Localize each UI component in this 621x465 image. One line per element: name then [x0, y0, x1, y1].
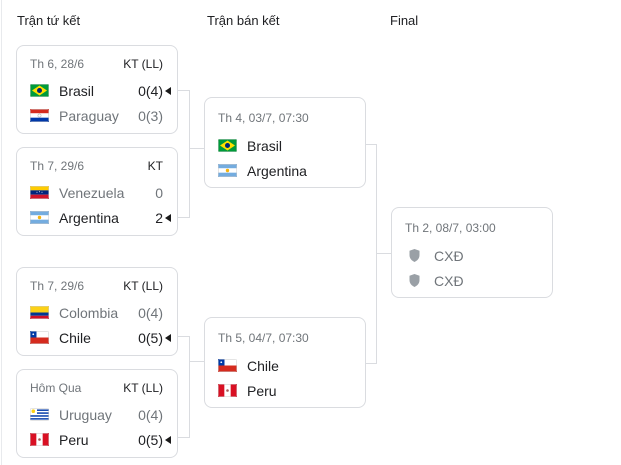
- team-score: 0(4): [138, 82, 163, 99]
- team-row-tbd-1: CXĐ: [405, 244, 546, 267]
- team-name: Peru: [247, 382, 277, 399]
- team-row-peru: Peru: [218, 379, 359, 402]
- match-date: Th 7, 29/6: [30, 159, 85, 173]
- connector-line: [189, 90, 190, 217]
- column-header-final: Final: [390, 13, 419, 28]
- winner-marker-icon: [165, 86, 171, 95]
- team-row-chile: Chile 0(5): [30, 326, 171, 349]
- match-card-qf2-venezuela-argentina[interactable]: Th 7, 29/6 KT Venezuela 0 Argentina 2: [16, 147, 178, 236]
- colombia-flag-icon: [30, 306, 49, 319]
- team-name: Argentina: [247, 162, 307, 179]
- team-row-brasil: Brasil 0(4): [30, 79, 171, 102]
- team-name: Paraguay: [59, 107, 119, 124]
- chile-flag-icon: [218, 359, 237, 372]
- uruguay-flag-icon: [30, 408, 49, 421]
- winner-marker-icon: [165, 435, 171, 444]
- match-card-qf4-uruguay-peru[interactable]: Hôm Qua KT (LL) Uruguay 0(4) Peru 0(5): [16, 369, 178, 458]
- match-card-qf3-colombia-chile[interactable]: Th 7, 29/6 KT (LL) Colombia 0(4) Chile 0…: [16, 267, 178, 356]
- match-status: KT (LL): [123, 279, 163, 293]
- team-score: 0(3): [138, 107, 163, 124]
- peru-flag-icon: [218, 384, 237, 397]
- argentina-flag-icon: [30, 211, 49, 224]
- match-date: Th 6, 28/6: [30, 57, 85, 71]
- team-score: 0(5): [138, 329, 163, 346]
- team-name: Peru: [59, 431, 89, 448]
- match-date: Th 2, 08/7, 03:00: [405, 221, 496, 235]
- match-date: Hôm Qua: [30, 381, 82, 395]
- team-row-argentina: Argentina 2: [30, 206, 171, 229]
- brasil-flag-icon: [218, 139, 237, 152]
- argentina-flag-icon: [218, 164, 237, 177]
- team-row-brasil: Brasil: [218, 134, 359, 157]
- match-card-qf1-brasil-paraguay[interactable]: Th 6, 28/6 KT (LL) Brasil 0(4) Paraguay …: [16, 45, 178, 134]
- match-date: Th 7, 29/6: [30, 279, 85, 293]
- team-score: 0(4): [138, 304, 163, 321]
- connector-line: [189, 336, 190, 437]
- team-score: 2: [155, 209, 163, 226]
- connector-line: [178, 336, 190, 337]
- team-name: Uruguay: [59, 406, 112, 423]
- connector-line: [376, 253, 391, 254]
- connector-line: [366, 363, 377, 364]
- team-row-colombia: Colombia 0(4): [30, 301, 171, 324]
- team-name: Brasil: [59, 82, 95, 99]
- team-name: CXĐ: [434, 247, 464, 264]
- team-row-paraguay: Paraguay 0(3): [30, 104, 171, 127]
- panel-left-divider: [1, 0, 2, 465]
- tbd-shield-icon: [405, 249, 424, 262]
- match-status: KT: [147, 159, 163, 173]
- connector-line: [178, 217, 190, 218]
- team-name: Chile: [59, 329, 91, 346]
- team-row-chile: Chile: [218, 354, 359, 377]
- connector-line: [178, 90, 190, 91]
- peru-flag-icon: [30, 433, 49, 446]
- team-score: 0(5): [138, 431, 163, 448]
- match-card-sf1-brasil-argentina[interactable]: Th 4, 03/7, 07:30 Brasil Argentina: [204, 97, 366, 188]
- team-row-venezuela: Venezuela 0: [30, 181, 171, 204]
- team-score: 0: [155, 184, 163, 201]
- venezuela-flag-icon: [30, 186, 49, 199]
- connector-line: [189, 361, 204, 362]
- winner-marker-icon: [165, 213, 171, 222]
- connector-line: [189, 148, 204, 149]
- team-name: Venezuela: [59, 184, 125, 201]
- team-name: Argentina: [59, 209, 119, 226]
- team-name: CXĐ: [434, 272, 464, 289]
- column-header-semifinals: Trận bán kết: [207, 13, 280, 28]
- match-date: Th 4, 03/7, 07:30: [218, 111, 309, 125]
- connector-line: [178, 437, 190, 438]
- team-row-argentina: Argentina: [218, 159, 359, 182]
- connector-line: [376, 144, 377, 363]
- team-score: 0(4): [138, 406, 163, 423]
- column-header-quarterfinals: Trận tứ kết: [17, 13, 81, 28]
- team-row-tbd-2: CXĐ: [405, 269, 546, 292]
- match-card-sf2-chile-peru[interactable]: Th 5, 04/7, 07:30 Chile Peru: [204, 317, 366, 408]
- team-name: Chile: [247, 357, 279, 374]
- brasil-flag-icon: [30, 84, 49, 97]
- match-card-final[interactable]: Th 2, 08/7, 03:00 CXĐ CXĐ: [391, 207, 553, 298]
- match-status: KT (LL): [123, 57, 163, 71]
- team-row-uruguay: Uruguay 0(4): [30, 403, 171, 426]
- paraguay-flag-icon: [30, 109, 49, 122]
- winner-marker-icon: [165, 333, 171, 342]
- team-name: Colombia: [59, 304, 119, 321]
- match-status: KT (LL): [123, 381, 163, 395]
- connector-line: [366, 144, 377, 145]
- team-name: Brasil: [247, 137, 283, 154]
- team-row-peru: Peru 0(5): [30, 428, 171, 451]
- match-date: Th 5, 04/7, 07:30: [218, 331, 309, 345]
- tbd-shield-icon: [405, 274, 424, 287]
- chile-flag-icon: [30, 331, 49, 344]
